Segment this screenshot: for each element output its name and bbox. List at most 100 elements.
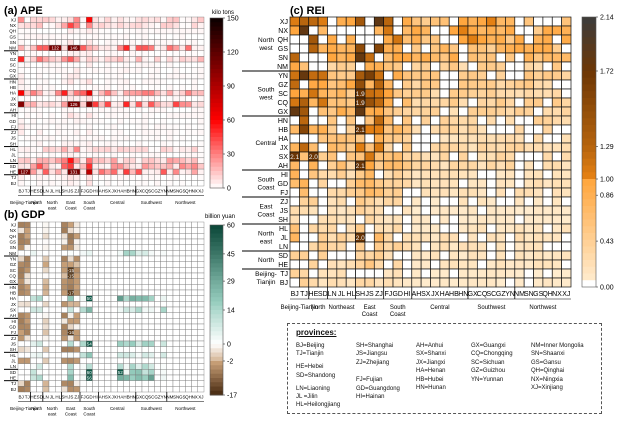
heatmap-cell	[197, 135, 205, 142]
heatmap-cell	[411, 160, 422, 171]
heatmap-cell	[336, 277, 347, 288]
heatmap-cell	[147, 289, 155, 296]
row-tick-label: QH	[9, 234, 16, 239]
colorbar-segment	[210, 254, 223, 260]
heatmap-cell	[299, 223, 310, 234]
heatmap-cell	[345, 88, 356, 99]
row-tick-label: TJ	[11, 175, 16, 180]
heatmap-cell	[24, 118, 31, 125]
heatmap-cell	[30, 163, 37, 170]
heatmap-cell	[104, 386, 112, 393]
heatmap-cell	[79, 244, 87, 251]
heatmap-cell	[48, 369, 56, 376]
heatmap-cell	[411, 34, 422, 45]
heatmap-cell	[289, 52, 300, 63]
heatmap-cell	[178, 39, 186, 46]
heatmap-cell	[141, 233, 149, 240]
heatmap-cell	[98, 140, 105, 147]
heatmap-cell	[160, 61, 168, 68]
heatmap-cell	[178, 28, 186, 35]
heatmap-cell	[104, 157, 112, 164]
heatmap-cell	[98, 174, 105, 181]
heatmap-cell	[116, 278, 124, 285]
heatmap-cell	[92, 244, 99, 251]
heatmap-cell	[476, 151, 488, 162]
heatmap-cell	[430, 25, 441, 36]
heatmap-cell	[299, 250, 310, 261]
heatmap-cell	[166, 301, 174, 308]
heatmap-cell	[345, 124, 356, 135]
heatmap-cell	[36, 101, 43, 108]
heatmap-cell	[92, 146, 99, 153]
heatmap-cell	[308, 277, 319, 288]
heatmap-cell	[36, 84, 43, 91]
heatmap-cell	[48, 140, 56, 147]
heatmap-cell	[79, 39, 87, 46]
colorbar-segment	[582, 260, 596, 268]
heatmap-cell	[299, 61, 310, 72]
heatmap-cell	[514, 79, 525, 90]
legend-entry: XJ=Xinjiang	[531, 384, 563, 391]
colorbar-segment	[210, 30, 223, 36]
heatmap-cell	[79, 180, 87, 187]
heatmap-cell	[141, 386, 149, 393]
heatmap-cell	[191, 56, 199, 63]
heatmap-cell	[533, 196, 544, 207]
heatmap-cell	[98, 369, 105, 376]
heatmap-cell	[523, 52, 534, 63]
heatmap-cell	[178, 95, 186, 102]
heatmap-cell	[411, 223, 422, 234]
heatmap-cell	[523, 133, 534, 144]
colorbar-segment	[210, 39, 223, 44]
heatmap-cell	[48, 146, 56, 153]
heatmap-cell	[166, 272, 174, 279]
heatmap-cell	[476, 196, 488, 207]
heatmap-cell	[317, 43, 328, 54]
heatmap-cell	[123, 386, 130, 393]
heatmap-cell	[402, 133, 413, 144]
heatmap-cell	[147, 329, 155, 336]
heatmap-cell	[48, 168, 56, 175]
heatmap-cell	[104, 340, 112, 347]
heatmap-cell	[299, 178, 310, 189]
heatmap-cell	[104, 95, 112, 102]
column-tick-label: YN	[505, 291, 515, 298]
heatmap-cell	[104, 163, 112, 170]
heatmap-cell	[61, 221, 68, 228]
heatmap-cell	[191, 340, 199, 347]
heatmap-cell	[73, 267, 81, 274]
heatmap-cell	[17, 323, 25, 330]
heatmap-cell	[110, 278, 118, 285]
heatmap-cell	[17, 101, 25, 108]
heatmap-cell	[42, 140, 50, 147]
heatmap-cell	[73, 39, 81, 46]
legend-entry: GZ=Guizhou	[471, 368, 506, 375]
heatmap-cell	[561, 88, 572, 99]
heatmap-cell	[48, 123, 56, 130]
heatmap-cell	[542, 232, 553, 243]
heatmap-cell	[345, 223, 356, 234]
heatmap-cell	[104, 374, 112, 381]
heatmap-cell	[197, 61, 205, 68]
row-tick-label: TJ	[11, 381, 16, 386]
heatmap-cell	[129, 227, 137, 234]
heatmap-cell	[116, 67, 124, 74]
heatmap-cell	[98, 295, 105, 302]
column-tick-label: AH	[99, 395, 105, 400]
heatmap-cell	[24, 151, 31, 159]
heatmap-cell	[141, 335, 149, 342]
heatmap-cell	[42, 67, 50, 74]
heatmap-cell	[533, 52, 544, 63]
heatmap-cell	[30, 346, 37, 353]
heatmap-cell	[104, 151, 112, 159]
heatmap-cell	[411, 205, 422, 216]
heatmap-cell	[178, 50, 186, 57]
heatmap-cell	[73, 272, 81, 279]
legend-entry: LN=Liaoning	[296, 385, 330, 392]
heatmap-cell	[448, 133, 459, 144]
heatmap-cell	[92, 323, 99, 330]
heatmap-cell	[542, 259, 553, 270]
heatmap-cell	[129, 380, 137, 387]
heatmap-cell	[42, 312, 50, 319]
heatmap-cell	[178, 318, 186, 325]
